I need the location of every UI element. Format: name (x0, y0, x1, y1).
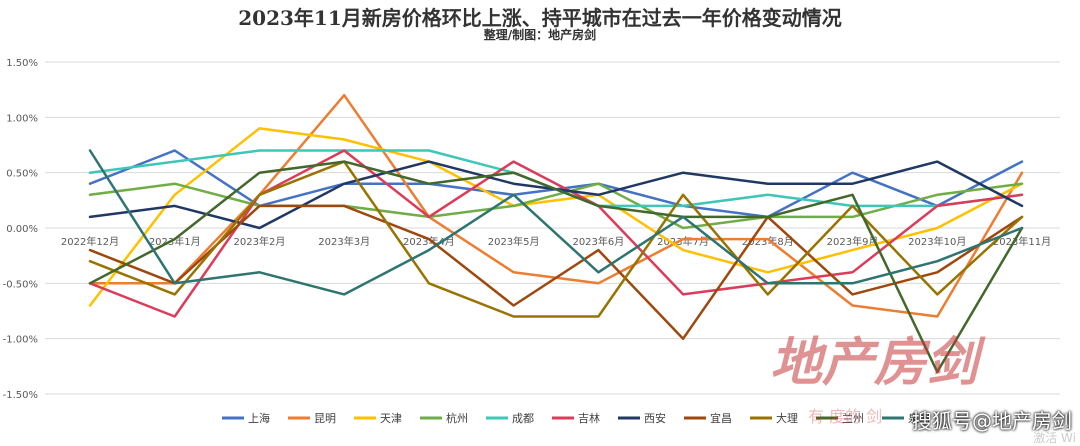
y-tick-label: 0.50% (6, 169, 38, 180)
legend-label: 昆明 (314, 412, 336, 425)
legend-label: 天津 (380, 412, 402, 425)
y-tick-label: -1.00% (3, 335, 38, 346)
watermark-sohu: 搜狐号@地产房剑 (912, 409, 1072, 433)
series-line-杭州 (88, 182, 1024, 230)
y-tick-label: 1.50% (6, 58, 38, 69)
x-tick-label: 2023年6月 (572, 235, 624, 248)
legend-label: 宜昌 (710, 411, 732, 425)
series-line-大理 (88, 160, 1024, 318)
x-tick-label: 2023年5月 (488, 235, 540, 248)
x-tick-label: 2023年4月 (403, 235, 455, 248)
legend-label: 西安 (644, 411, 666, 425)
x-tick-label: 2023年2月 (234, 235, 286, 248)
x-tick-label: 2023年3月 (318, 235, 370, 248)
y-tick-label: -0.50% (3, 279, 38, 290)
series-line-天津 (88, 127, 1024, 307)
legend-label: 泉州 (908, 411, 930, 425)
series-line-泉州 (88, 149, 1024, 296)
legend-label: 吉林 (578, 411, 600, 425)
x-tick-label: 2023年10月 (908, 235, 966, 248)
series-line-吉林 (88, 149, 1024, 318)
y-tick-label: 0.00% (6, 224, 38, 235)
y-tick-label: -1.50% (3, 390, 38, 401)
chart-subtitle: 整理/制图：地产房剑 (483, 28, 597, 42)
watermark-corner-text: 激活 Wi (1033, 431, 1076, 445)
watermark-logo-tagline: 有 度的 剑 (808, 407, 883, 426)
legend-label: 上海 (248, 411, 270, 425)
legend-label: 成都 (512, 412, 534, 425)
legend-label: 杭州 (446, 411, 468, 425)
x-tick-label: 2022年12月 (61, 235, 119, 248)
legend-label: 大理 (776, 411, 798, 425)
chart-title: 2023年11月新房价格环比上涨、持平城市在过去一年价格变动情况 (238, 6, 842, 30)
legend-label: 兰州 (842, 412, 864, 425)
y-tick-label: 1.00% (6, 113, 38, 124)
series-line-宜昌 (88, 204, 1024, 340)
x-tick-label: 2023年9月 (827, 235, 879, 248)
series-line-兰州 (88, 160, 1024, 374)
watermark-logo: 地产房剑 (770, 333, 979, 393)
x-tick-label: 2023年11月 (993, 235, 1051, 248)
x-tick-label: 2023年1月 (149, 235, 201, 248)
